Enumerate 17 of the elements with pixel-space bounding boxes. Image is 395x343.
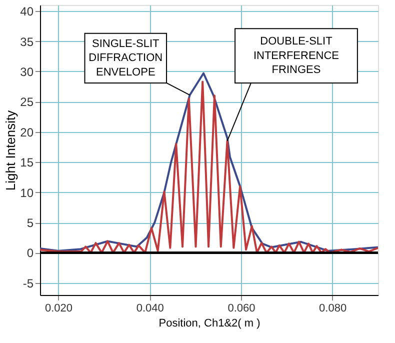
y-tick-label: 5 [26, 216, 34, 230]
y-tick-label: 40 [20, 4, 34, 19]
y-tick-label: 15 [20, 156, 34, 170]
x-tick-label: 0.080 [319, 302, 347, 314]
y-tick-label: 25 [20, 95, 34, 110]
x-tick-label: 0.060 [228, 302, 256, 314]
annotation: DOUBLE-SLIT INTERFERENCE FRINGES [253, 36, 340, 76]
y-tick-label: 20 [20, 125, 34, 140]
y-tick-label: 35 [20, 34, 34, 49]
x-tick-label: 0.020 [45, 302, 73, 314]
y-tick-label: 30 [20, 64, 34, 79]
x-axis-title: Position, Ch1&2( m ) [158, 318, 260, 330]
y-tick-label: 0 [26, 246, 34, 260]
y-axis-title: Light Intensity [3, 110, 18, 191]
x-tick-label: 0.040 [136, 302, 164, 314]
y-tick-label: -5 [22, 276, 34, 290]
y-tick-label: 10 [20, 186, 34, 200]
